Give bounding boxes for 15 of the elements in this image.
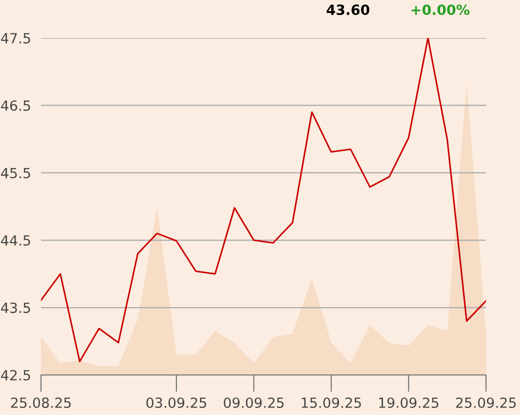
x-tick-label: 25.09.25	[456, 397, 516, 408]
y-tick-label: 47.5	[1, 33, 30, 44]
line-series	[41, 38, 486, 362]
y-tick-label: 43.5	[1, 302, 30, 314]
x-tick-label: 09.09.25	[224, 397, 284, 408]
y-tick-label: 46.5	[1, 100, 30, 111]
y-tick-label: 42.5	[1, 370, 30, 380]
y-tick-label: 44.5	[1, 235, 30, 246]
text: +0.00%	[412, 4, 470, 16]
x-tick-label: 03.09.25	[146, 397, 206, 408]
y-tick-label: 45.5	[1, 168, 30, 178]
x-tick-label: 19.09.25	[379, 397, 438, 408]
x-tick-label: 15.09.25	[302, 397, 361, 408]
x-tick-label: 25.08.25	[11, 397, 71, 408]
text: 43.60	[326, 4, 370, 16]
